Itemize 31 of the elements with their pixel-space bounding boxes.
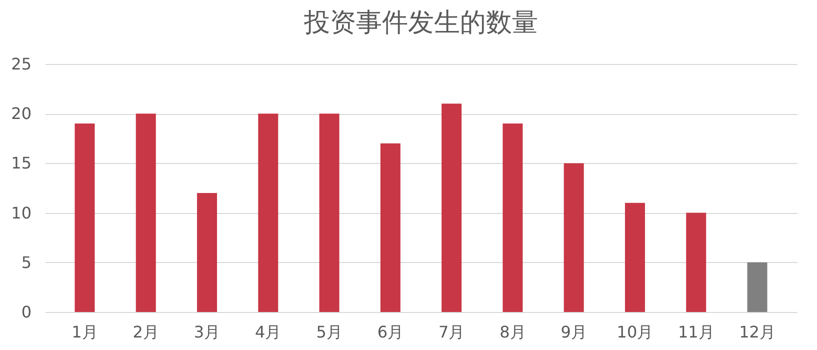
x-tick-label: 11月 <box>678 322 714 342</box>
bar <box>624 202 645 312</box>
bar <box>258 114 278 312</box>
x-tick-label: 4月 <box>255 322 282 342</box>
y-tick-label: 5 <box>21 252 32 272</box>
y-tick-label: 0 <box>21 302 32 322</box>
x-tick-label: 1月 <box>72 322 98 342</box>
x-tick-label: 5月 <box>316 322 342 342</box>
bar <box>74 124 95 312</box>
x-tick-label: 9月 <box>560 322 587 342</box>
bar <box>136 114 156 312</box>
bar <box>747 262 768 312</box>
bar <box>502 124 523 312</box>
bar <box>319 114 340 312</box>
y-tick-label: 10 <box>11 203 32 222</box>
bar <box>380 143 400 312</box>
y-tick-label: 25 <box>11 54 32 74</box>
x-tick-label: 12月 <box>739 322 776 342</box>
x-tick-label: 10月 <box>616 322 654 342</box>
x-tick-label: 2月 <box>132 322 159 342</box>
bar <box>686 212 706 312</box>
x-tick-label: 8月 <box>500 322 526 342</box>
bar <box>197 192 218 312</box>
x-tick-label: 7月 <box>438 322 465 342</box>
x-tick-label: 3月 <box>194 322 220 342</box>
y-tick-label: 20 <box>11 104 32 124</box>
bar <box>564 163 584 312</box>
x-tick-label: 6月 <box>377 322 404 342</box>
y-tick-label: 15 <box>11 154 32 173</box>
chart-title: 投资事件发生的数量 <box>303 8 538 38</box>
bar <box>442 104 462 312</box>
